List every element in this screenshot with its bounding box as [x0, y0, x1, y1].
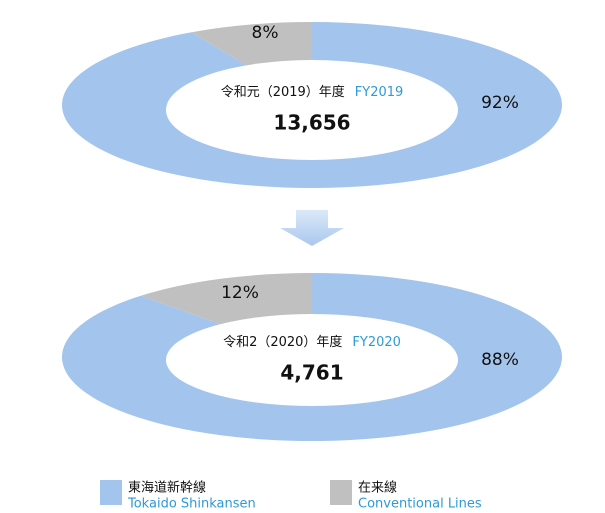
- arrow: [280, 210, 344, 246]
- donut-hole: [166, 314, 458, 406]
- legend-label-en: Conventional Lines: [358, 497, 482, 512]
- donut-title: 令和2（2020）年度 FY2020: [223, 334, 401, 350]
- value-label: 92%: [481, 93, 519, 113]
- legend-label: 在来線: [358, 480, 397, 496]
- donut-chart: 88% 12% 令和2（2020）年度 FY2020 4,761: [61, 273, 562, 442]
- donut-title: 令和元（2019）年度 FY2019: [221, 84, 404, 100]
- donut-total: 13,656: [273, 111, 350, 135]
- donut-chart: 92% 8% 令和元（2019）年度 FY2019 13,656: [61, 22, 562, 189]
- title-en: FY2020: [352, 335, 401, 350]
- value-label: 88%: [481, 350, 519, 370]
- legend-label-en: Tokaido Shinkansen: [127, 497, 256, 512]
- donut-total: 4,761: [280, 361, 343, 385]
- legend-label: 東海道新幹線: [128, 480, 206, 496]
- legend-swatch: [330, 480, 352, 505]
- value-label: 8%: [252, 23, 279, 43]
- title-ja: 令和2（2020）年度: [223, 334, 342, 350]
- title-ja: 令和元（2019）年度: [221, 84, 345, 100]
- title-en: FY2019: [355, 85, 404, 100]
- legend-swatch: [100, 480, 122, 505]
- donut-hole: [166, 60, 458, 160]
- value-label: 12%: [221, 283, 259, 303]
